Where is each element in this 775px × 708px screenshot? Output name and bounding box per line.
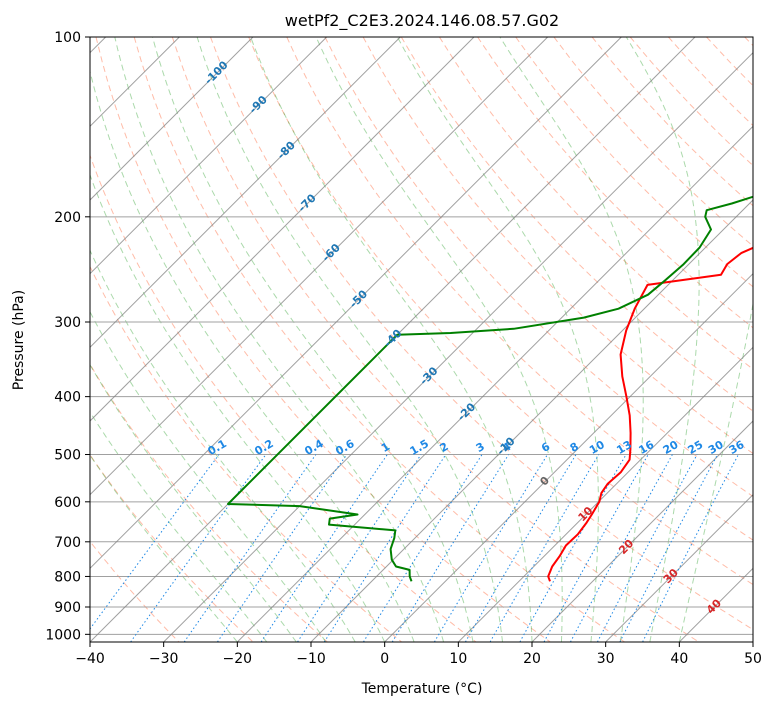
dry-adiabat — [362, 37, 753, 455]
chart-title: wetPf2_C2E3.2024.146.08.57.G02 — [285, 11, 559, 31]
moist-adiabat — [90, 310, 327, 642]
moist-adiabat — [90, 249, 356, 642]
isotherm-line — [310, 199, 753, 642]
isotherm-line — [90, 37, 254, 201]
moist-adiabat — [90, 411, 268, 642]
x-tick-label: 0 — [380, 651, 389, 667]
moist-adiabat — [90, 69, 415, 642]
x-tick-label: −20 — [223, 651, 253, 667]
y-tick-label: 100 — [54, 30, 81, 46]
dry-adiabat — [90, 363, 328, 642]
moist-adiabat — [152, 37, 474, 642]
dry-adiabat — [210, 37, 753, 631]
isotherm-line — [163, 51, 753, 642]
dry-adiabat — [286, 37, 753, 541]
x-tick-label: −10 — [296, 651, 326, 667]
y-tick-label: 1000 — [45, 627, 81, 643]
plot-frame — [89, 36, 754, 643]
moist-adiabat — [90, 363, 297, 642]
moist-adiabat — [315, 37, 563, 642]
isotherm-line — [384, 272, 753, 642]
y-tick-label: 600 — [54, 495, 81, 511]
mixing-ratio-line — [297, 454, 422, 642]
mixing-ratio-line — [433, 454, 548, 642]
profile-lines — [227, 195, 753, 582]
x-tick-label: 50 — [744, 651, 762, 667]
mixing-ratio-line — [489, 454, 600, 642]
x-tick-label: −40 — [75, 651, 105, 667]
isotherm-line — [236, 125, 753, 642]
background-lines — [90, 37, 753, 642]
moist-adiabat — [114, 37, 445, 642]
y-tick-label: 400 — [54, 390, 81, 406]
isotherm-line — [90, 37, 328, 275]
dry-adiabat — [400, 37, 753, 412]
x-tick-label: −30 — [149, 651, 179, 667]
plot-background — [90, 37, 753, 642]
moist-adiabat — [499, 37, 644, 642]
mixing-ratio-line — [323, 454, 447, 642]
y-tick-label: 300 — [54, 315, 81, 331]
mixing-ratio-line — [216, 454, 348, 642]
y-axis-label: Pressure (hPa) — [11, 290, 27, 390]
x-tick-label: 20 — [523, 651, 541, 667]
x-tick-label: 10 — [449, 651, 467, 667]
moist-adiabat — [625, 37, 700, 642]
dry-adiabat — [90, 153, 477, 642]
y-tick-label: 500 — [54, 448, 81, 464]
axes: −40 −30 −20 −10 0 10 20 30 40 50 100 200 300 400 500 60… — [45, 30, 762, 667]
isotherm-line — [90, 37, 622, 570]
dry-adiabat — [90, 265, 403, 642]
x-tick-label: 40 — [670, 651, 688, 667]
isotherm-line — [605, 493, 753, 642]
x-axis-label: Temperature (°C) — [361, 681, 483, 697]
x-tick-label: 30 — [597, 651, 615, 667]
dry-adiabat — [90, 540, 180, 642]
isotherm-line — [90, 37, 475, 422]
moist-adiabat — [90, 454, 238, 642]
isotherm-line — [752, 641, 753, 642]
y-tick-label: 700 — [54, 535, 81, 551]
y-tick-label: 200 — [54, 210, 81, 226]
dry-adiabat — [515, 37, 753, 288]
moist-adiabat — [196, 37, 503, 642]
mixing-ratio-line — [90, 454, 220, 630]
isotherm-line — [90, 37, 549, 496]
dry-adiabat — [171, 37, 700, 642]
dry-adiabat — [133, 37, 625, 642]
moist-adiabat — [678, 301, 753, 642]
isotherm-line — [90, 37, 401, 349]
moist-adiabat — [396, 37, 599, 642]
isotherm-line — [531, 420, 753, 642]
dry-adiabat — [248, 37, 753, 586]
mixing-ratio-line — [596, 454, 698, 642]
mixing-ratio-line — [130, 454, 267, 642]
mixing-ratio-line — [519, 454, 627, 642]
mixing-ratio-line — [569, 454, 673, 642]
temperature-line — [547, 246, 753, 582]
dry-adiabat — [95, 37, 551, 642]
dewpoint-line — [227, 195, 753, 582]
isotherm-line — [457, 346, 753, 642]
mixing-ratio-line — [183, 454, 317, 642]
y-tick-label: 800 — [54, 569, 81, 585]
mixing-ratio-line — [464, 454, 577, 642]
y-tick-label: 900 — [54, 600, 81, 616]
moist-adiabat — [250, 37, 533, 642]
mixing-ratio-line — [260, 454, 388, 642]
